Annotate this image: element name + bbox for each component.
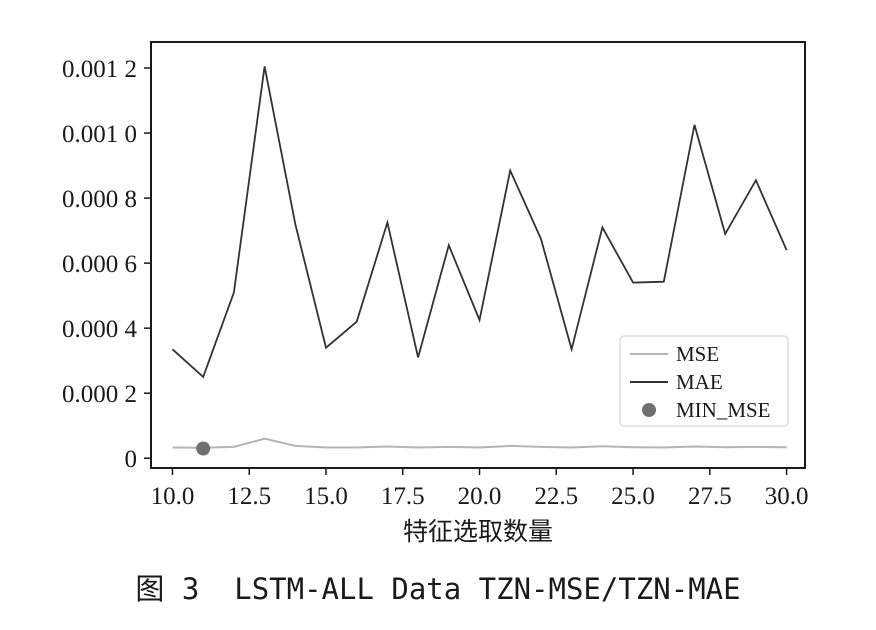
- legend-box: [619, 335, 789, 427]
- legend-label-min-mse: MIN_MSE: [676, 398, 771, 422]
- line-chart: 10.0 12.5 15.0 17.5 20.0 22.5 25.0 27.5 30.0 0 0.0…: [62, 41, 809, 546]
- x-tick-label: 17.5: [381, 483, 425, 510]
- series-mse-line: [172, 437, 787, 449]
- x-tick-label: 10.0: [151, 483, 195, 510]
- x-tick-label: 27.5: [688, 483, 732, 510]
- x-tick-label: 22.5: [534, 483, 578, 510]
- plot-frame: [150, 41, 806, 469]
- legend-label-mae: MAE: [676, 370, 723, 394]
- y-tick-label: 0.000 4: [62, 316, 138, 343]
- y-tick-label: 0.000 8: [62, 186, 137, 213]
- x-axis-title: 特征选取数量: [403, 517, 553, 546]
- x-tick-label: 20.0: [458, 483, 502, 510]
- legend-label-mse: MSE: [676, 342, 719, 366]
- x-tick-label: 25.0: [611, 483, 655, 510]
- series-mae-line: [171, 66, 788, 379]
- x-tick-label: 30.0: [765, 483, 809, 510]
- y-tick-label: 0: [125, 446, 138, 473]
- legend-swatch-min-mse: [642, 403, 656, 417]
- y-tick-label: 0.001 0: [62, 121, 137, 148]
- y-tick-label: 0.001 2: [62, 56, 137, 83]
- x-tick-label: 15.0: [304, 483, 348, 510]
- plot-area: 10.0 12.5 15.0 17.5 20.0 22.5 25.0 27.5 30.0 0 0.0…: [62, 41, 809, 510]
- figure-caption: 图 3 LSTM-ALL Data TZN-MSE/TZN-MAE: [135, 572, 741, 606]
- x-tick-label: 12.5: [227, 483, 271, 510]
- series-min-mse-point: [196, 441, 211, 456]
- y-tick-label: 0.000 2: [62, 381, 137, 408]
- y-tick-label: 0.000 6: [62, 251, 137, 278]
